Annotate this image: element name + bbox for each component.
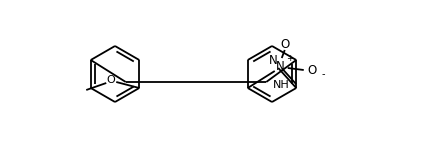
Text: +: + <box>286 53 293 62</box>
Text: -: - <box>321 69 325 79</box>
Text: O: O <box>307 63 316 77</box>
Text: NH: NH <box>272 80 289 90</box>
Text: N: N <box>275 59 283 73</box>
Text: O: O <box>107 75 115 85</box>
Text: O: O <box>280 37 289 50</box>
Text: N: N <box>268 53 277 66</box>
